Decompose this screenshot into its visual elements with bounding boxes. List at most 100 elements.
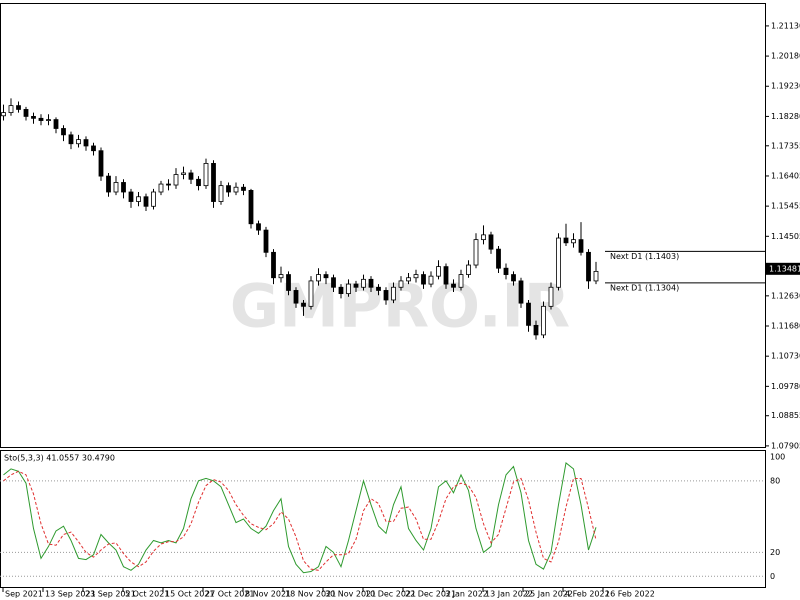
- indicator-tick-label: 100: [770, 452, 785, 461]
- current-price-label: 1.13481: [769, 264, 800, 273]
- candle-body: [413, 274, 419, 279]
- level-label: Next D1 (1.1304): [610, 283, 679, 292]
- candle-body: [436, 266, 441, 277]
- candle-body: [368, 278, 374, 288]
- candle-body: [541, 305, 546, 336]
- candle-body: [8, 105, 14, 114]
- candle-body: [136, 196, 141, 202]
- candle-body: [563, 237, 569, 244]
- candle-body: [46, 119, 51, 121]
- candle-body: [256, 223, 261, 231]
- x-tick-label: 25 Jan 2022: [525, 590, 573, 599]
- candle-body: [286, 274, 291, 291]
- y-tick-label: 1.16405: [771, 171, 800, 180]
- y-tick-label: 1.11680: [771, 322, 800, 331]
- indicator-line: [3, 462, 597, 574]
- level-label: Next D1 (1.1403): [610, 252, 679, 261]
- candle-body: [443, 266, 449, 285]
- candle-body: [113, 182, 119, 193]
- indicator-tick-label: 20: [770, 548, 780, 557]
- y-tick-label: 1.08855: [771, 411, 800, 420]
- candle-body: [166, 183, 171, 186]
- candle-body: [383, 290, 389, 301]
- y-tick-label: 1.17355: [771, 141, 800, 150]
- candle-body: [323, 274, 329, 279]
- candle-body: [181, 172, 186, 175]
- x-tick-label: 3 Jan 2022: [445, 590, 488, 599]
- candle-body: [143, 196, 149, 207]
- candle-body: [533, 324, 539, 336]
- indicator-tick-label: 0: [770, 572, 775, 581]
- candle-body: [218, 185, 224, 202]
- candle-body: [361, 278, 366, 288]
- candle-body: [106, 175, 111, 193]
- candle-body: [196, 178, 201, 187]
- y-tick-label: 1.15455: [771, 202, 800, 211]
- candle-body: [98, 150, 104, 177]
- candle-body: [428, 275, 434, 285]
- x-tick-label: 5 Oct 2021: [125, 590, 169, 599]
- x-tick-label: 18 Nov 2021: [285, 590, 336, 599]
- x-tick-label: 13 Jan 2022: [485, 590, 533, 599]
- candle-body: [76, 139, 81, 145]
- candle-body: [496, 248, 501, 269]
- x-tick-label: Sep 2021: [5, 590, 43, 599]
- candle-body: [346, 283, 351, 295]
- indicator-label: Sto(5,3,3) 41.0557 30.4790: [4, 454, 115, 463]
- y-tick-label: 1.21130: [771, 21, 800, 30]
- candle-body: [586, 251, 591, 282]
- candle-body: [128, 191, 134, 202]
- candle-body: [391, 286, 396, 301]
- y-tick-label: 1.09780: [771, 382, 800, 391]
- candle-body: [473, 239, 479, 266]
- candle-body: [466, 264, 471, 275]
- x-tick-label: 13 Sep 2021: [45, 590, 96, 599]
- indicator-tick-label: 80: [770, 476, 780, 485]
- current-price-box: [766, 262, 800, 275]
- candle-body: [151, 191, 156, 207]
- candle-body: [406, 277, 411, 282]
- candle-body: [278, 274, 284, 279]
- candle-body: [188, 172, 194, 180]
- x-tick-label: 8 Nov 2021: [245, 590, 291, 599]
- y-tick-label: 1.10730: [771, 352, 800, 361]
- candle-body: [421, 274, 426, 285]
- candle-body: [511, 274, 516, 282]
- y-tick-label: 1.07905: [771, 441, 800, 450]
- candle-body: [31, 116, 36, 119]
- x-tick-label: 30 Nov 2021: [325, 590, 376, 599]
- candle-body: [338, 286, 344, 295]
- y-tick-label: 1.19230: [771, 82, 800, 91]
- indicator-line: [3, 470, 597, 571]
- candle-body: [301, 302, 306, 307]
- x-tick-label: 22 Dec 2021: [405, 590, 456, 599]
- main-frame: [0, 3, 766, 448]
- y-tick-label: 1.20180: [771, 52, 800, 61]
- candle-body: [16, 105, 21, 110]
- candle-body: [91, 145, 96, 152]
- candle-body: [571, 239, 576, 244]
- candle-body: [248, 190, 254, 225]
- candle-body: [211, 163, 216, 202]
- candle-body: [293, 290, 299, 304]
- candle-body: [68, 134, 74, 145]
- candle-body: [158, 183, 164, 193]
- candle-body: [458, 274, 464, 288]
- x-tick-label: 15 Oct 2021: [165, 590, 214, 599]
- x-tick-label: 10 Dec 2021: [365, 590, 416, 599]
- candle-body: [233, 186, 239, 193]
- candle-body: [241, 186, 246, 191]
- y-tick-label: 1.18280: [771, 112, 800, 121]
- candle-body: [398, 280, 404, 288]
- y-tick-label: 1.14505: [771, 232, 800, 241]
- x-tick-label: 16 Feb 2022: [605, 590, 655, 599]
- candle-body: [203, 163, 209, 187]
- indicator-frame: [0, 450, 766, 588]
- candle-body: [556, 237, 561, 288]
- candle-body: [23, 109, 29, 117]
- candle-body: [593, 270, 599, 282]
- x-tick-label: 23 Sep 2021: [85, 590, 136, 599]
- candle-body: [38, 117, 44, 121]
